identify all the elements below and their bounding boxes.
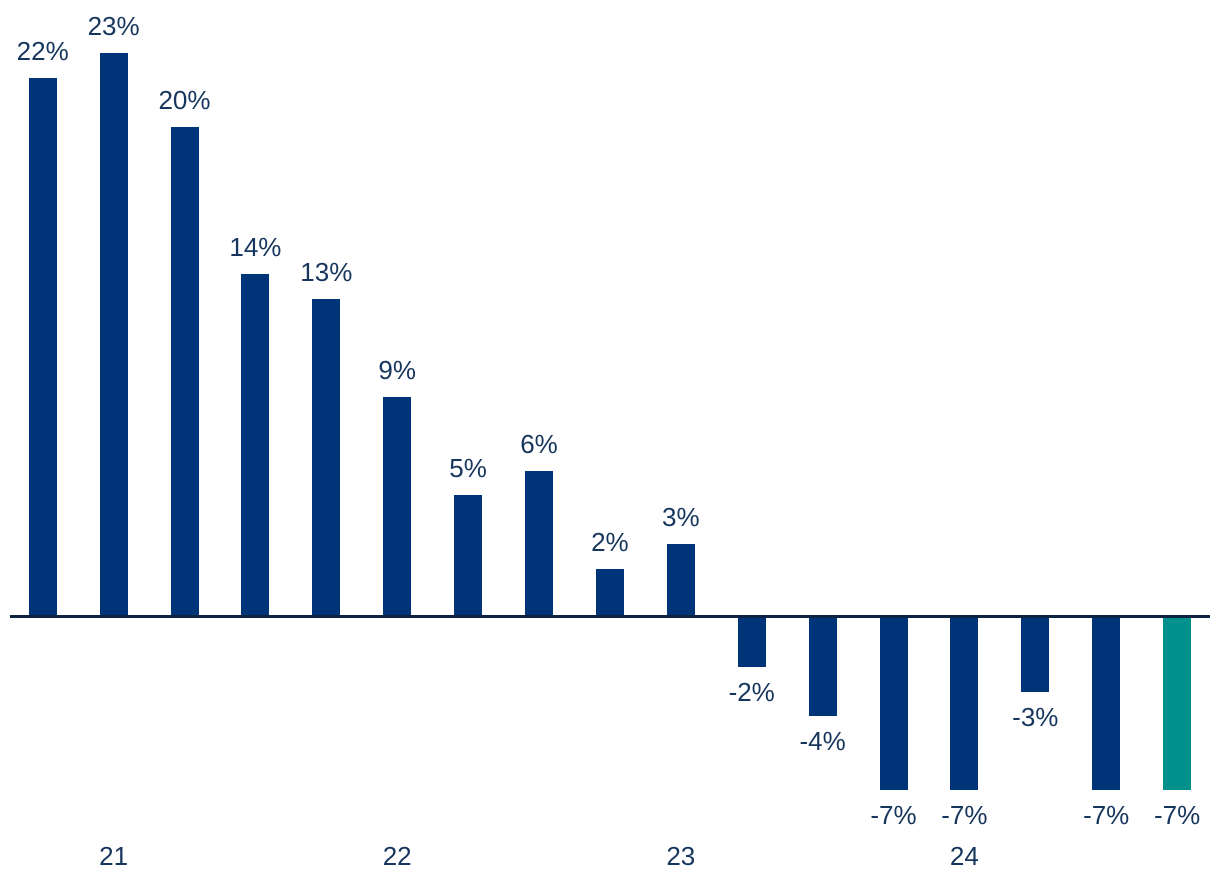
bar-value-label: -7% [870,799,917,830]
bar-value-label: -2% [728,677,775,708]
bar [170,127,199,618]
bar [666,544,695,618]
bar-value-label: -7% [1153,799,1201,830]
bar-value-label: -4% [799,726,846,757]
bar [595,568,624,618]
bar-value-label: 5% [449,453,487,484]
bar [454,495,483,618]
bar [1021,618,1050,692]
bar-highlighted [1163,618,1192,790]
bar-value-label: 9% [378,355,416,386]
x-axis-tick-label: 24 [949,841,979,871]
bar [879,618,908,790]
bar [28,77,57,618]
bar-value-label: 23% [87,11,140,42]
bar [312,298,341,618]
bar [383,397,412,618]
bar-value-label: 22% [16,35,69,66]
bar [99,53,128,618]
bar-value-label: -3% [1012,701,1059,732]
bar [525,470,553,618]
bar [241,274,270,618]
bar-value-label: 14% [229,232,282,263]
x-axis-tick-label: 21 [99,841,129,871]
bar [1092,618,1121,790]
bar-value-label: 2% [591,526,629,557]
bar-value-label: -7% [941,799,988,830]
bar [737,618,766,668]
bar-value-label: 3% [662,502,700,533]
x-axis-tick-label: 22 [382,841,412,871]
x-axis-tick-label: 23 [666,841,696,871]
bar [808,618,837,717]
bar-value-label: 13% [300,256,353,287]
bar [950,618,979,790]
bar-value-label: 20% [158,85,211,115]
bar-value-label: -7% [1083,799,1130,830]
bar-value-label: 6% [520,428,558,459]
x-axis-line [10,615,1210,618]
